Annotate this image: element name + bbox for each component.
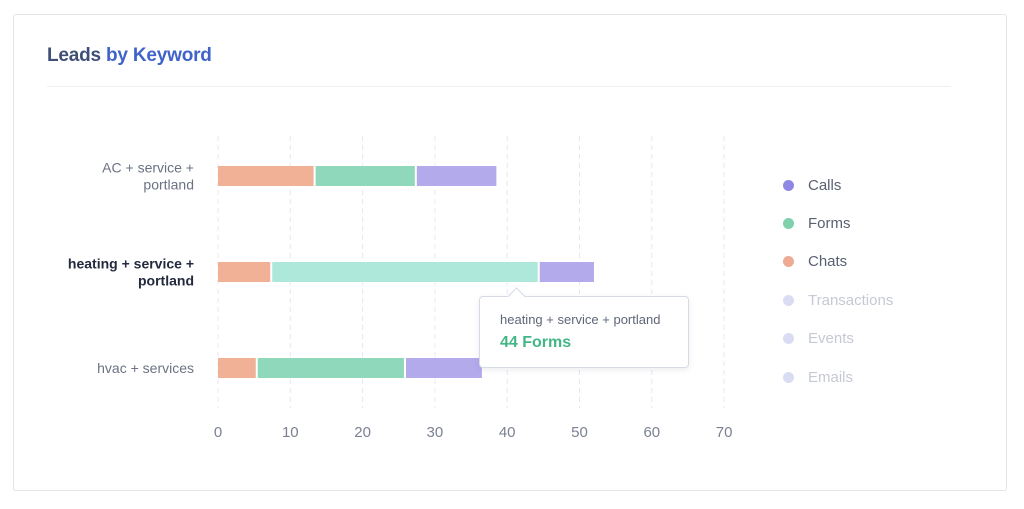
legend-label: Events — [808, 330, 854, 348]
legend-dot-icon — [783, 333, 794, 345]
legend-item-events[interactable]: Events — [783, 320, 893, 358]
title-part-by-keyword: by Keyword — [106, 45, 212, 66]
legend-item-chats[interactable]: Chats — [783, 243, 893, 281]
title-divider — [47, 86, 951, 87]
bar-forms-1[interactable] — [272, 262, 538, 282]
legend-label: Calls — [808, 176, 842, 194]
legend-dot-icon — [783, 218, 794, 230]
x-tick-label-50: 50 — [571, 424, 588, 441]
legend-dot-icon — [783, 256, 794, 268]
legend-item-transactions[interactable]: Transactions — [783, 281, 893, 319]
legend-item-forms[interactable]: Forms — [783, 204, 893, 242]
leads-by-keyword-card — [13, 14, 1007, 491]
chart-bars — [218, 166, 594, 378]
legend-label: Transactions — [808, 291, 894, 309]
bar-calls-1[interactable] — [539, 262, 594, 282]
title-part-leads: Leads — [47, 45, 101, 66]
legend-item-calls[interactable]: Calls — [783, 166, 893, 204]
category-label-1-line-1: portland — [138, 273, 194, 289]
x-tick-label-60: 60 — [643, 424, 660, 441]
legend-dot-icon — [783, 294, 794, 306]
category-label-2-line-0: hvac + services — [97, 360, 194, 376]
chart-legend: Calls Forms Chats Transactions Events Emails — [783, 166, 893, 396]
bar-forms-0[interactable] — [315, 166, 415, 186]
x-tick-label-0: 0 — [214, 424, 222, 441]
chart-title: Leads by Keyword — [47, 45, 212, 67]
bar-forms-2[interactable] — [257, 358, 404, 378]
bar-calls-0[interactable] — [416, 166, 497, 186]
bar-chats-2[interactable] — [218, 358, 256, 378]
x-tick-label-30: 30 — [427, 424, 444, 441]
bar-chats-0[interactable] — [218, 166, 314, 186]
x-tick-label-20: 20 — [354, 424, 371, 441]
bar-chats-1[interactable] — [218, 262, 271, 282]
legend-label: Forms — [808, 215, 851, 233]
legend-label: Emails — [808, 368, 854, 386]
tooltip-value: 44 Forms — [500, 334, 572, 351]
category-label-0-line-0: AC + service + — [102, 160, 194, 176]
x-tick-label-40: 40 — [499, 424, 516, 441]
chart-tooltip: heating + service + portland 44 Forms — [479, 287, 689, 368]
x-axis-ticks: 0 10 20 30 40 50 60 70 — [214, 424, 733, 441]
legend-dot-icon — [783, 179, 794, 191]
x-tick-label-10: 10 — [282, 424, 299, 441]
category-label-1-line-0: heating + service + — [68, 256, 194, 272]
bar-calls-2[interactable] — [405, 358, 482, 378]
x-tick-label-70: 70 — [716, 424, 733, 441]
category-label-0-line-1: portland — [143, 177, 194, 193]
legend-item-emails[interactable]: Emails — [783, 358, 893, 396]
legend-label: Chats — [808, 253, 848, 271]
tooltip-keyword: heating + service + portland — [500, 312, 661, 327]
legend-dot-icon — [783, 371, 794, 383]
